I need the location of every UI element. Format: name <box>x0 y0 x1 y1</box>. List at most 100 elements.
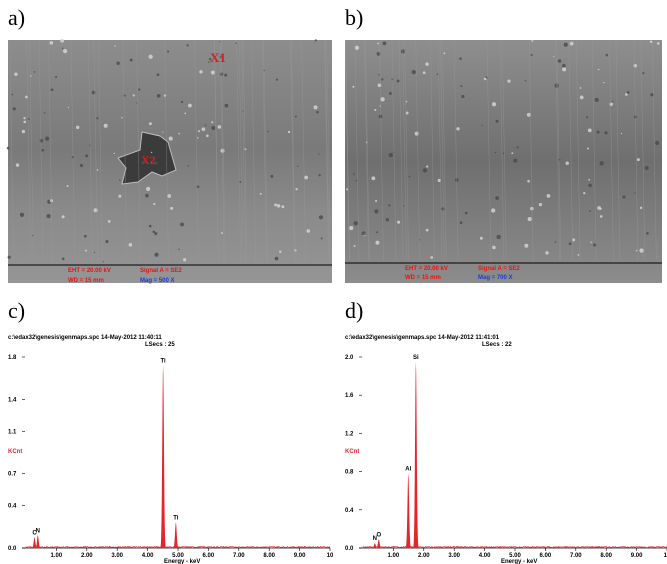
speckle <box>318 174 321 177</box>
scratch <box>615 39 621 261</box>
speckle <box>530 206 534 211</box>
speckle <box>44 136 50 141</box>
speckle <box>513 158 518 163</box>
y-tick-label: 1.6 <box>345 393 354 399</box>
panel-label: c) <box>8 298 25 323</box>
scratch <box>164 39 169 263</box>
speckle <box>389 92 392 95</box>
sem-info: Signal A = SE2 <box>478 266 520 272</box>
speckle <box>526 112 531 117</box>
speckle <box>85 154 89 158</box>
speckle <box>148 122 152 126</box>
speckle <box>491 208 496 213</box>
speckle <box>304 175 309 180</box>
x-axis-label: Energy - keV <box>164 559 200 564</box>
x-tick-label: 1.00 <box>388 553 400 559</box>
speckle <box>197 130 201 133</box>
speckle <box>385 217 390 222</box>
speckle <box>210 70 216 75</box>
chart-title: c:\edax32\genesis\genmaps.spc 14-May-201… <box>8 335 162 341</box>
speckle <box>6 146 10 150</box>
speckle <box>129 58 133 62</box>
speckle <box>62 49 68 54</box>
x-tick-label: 4.00 <box>479 553 491 559</box>
speckle <box>295 188 298 191</box>
speckle <box>572 238 576 242</box>
speckle <box>568 242 572 246</box>
x-tick-label: 2.00 <box>418 553 430 559</box>
scratch <box>122 39 128 263</box>
speckle <box>483 77 487 81</box>
peak <box>405 473 412 548</box>
speckle <box>604 131 608 135</box>
speckle <box>346 188 349 191</box>
speckle <box>396 79 400 83</box>
scratch <box>453 39 459 261</box>
x-tick-label: 8.00 <box>263 553 275 559</box>
scratch <box>633 39 639 261</box>
speckle <box>294 249 297 252</box>
speckle <box>353 221 358 226</box>
scratch <box>236 39 241 263</box>
scratch <box>290 39 295 263</box>
speckle <box>381 78 384 81</box>
speckle <box>287 130 291 134</box>
speckle <box>211 121 214 124</box>
speckle <box>377 83 382 88</box>
speckle <box>163 94 167 97</box>
speckle <box>142 160 146 164</box>
speckle <box>609 102 613 107</box>
scratch <box>640 39 646 261</box>
x-tick-label: 2.00 <box>81 553 93 559</box>
speckle <box>294 115 297 118</box>
scratch <box>442 39 447 261</box>
peak <box>372 543 378 548</box>
scratch <box>398 39 404 261</box>
scratch <box>391 39 397 261</box>
speckle <box>306 229 311 233</box>
speckle <box>494 151 497 154</box>
speckle <box>646 232 649 235</box>
speckle <box>84 249 87 252</box>
speckle <box>23 120 27 124</box>
peak <box>31 537 38 548</box>
speckle <box>123 94 126 97</box>
particle <box>117 131 177 185</box>
speckle <box>577 254 580 256</box>
speckle <box>50 88 54 92</box>
speckle <box>456 127 460 131</box>
scratch <box>88 39 93 263</box>
speckle <box>186 44 189 47</box>
chart-title: c:\edax32\genesis\genmaps.spc 14-May-201… <box>345 335 500 341</box>
speckle <box>546 194 551 198</box>
y-tick-label: 0.4 <box>345 508 354 514</box>
x-tick-label: 3.00 <box>111 553 123 559</box>
speckle <box>153 202 156 206</box>
panel-label: a) <box>8 5 25 30</box>
speckle <box>107 220 111 223</box>
sem-info: WD = 15 mm <box>405 275 441 281</box>
peak <box>173 522 179 548</box>
scratch <box>26 39 31 263</box>
scratch <box>404 39 409 261</box>
speckle <box>527 217 532 222</box>
speckle <box>208 61 210 63</box>
speckle <box>378 114 383 119</box>
speckle <box>611 100 614 103</box>
y-tick-label: 1.2 <box>345 431 354 437</box>
speckle <box>188 103 192 108</box>
panel-label: d) <box>345 298 363 323</box>
speckle <box>39 138 44 143</box>
speckle <box>60 38 65 43</box>
annotation: X1 <box>210 50 226 65</box>
speckle <box>145 186 151 191</box>
speckle <box>19 212 25 217</box>
x-tick-label: 4.00 <box>142 553 154 559</box>
peak-label: O <box>376 532 381 538</box>
scratch <box>345 39 350 261</box>
scratch <box>98 39 103 263</box>
speckle <box>633 64 638 68</box>
speckle <box>116 61 120 65</box>
speckle <box>205 134 209 138</box>
speckle <box>208 57 212 61</box>
